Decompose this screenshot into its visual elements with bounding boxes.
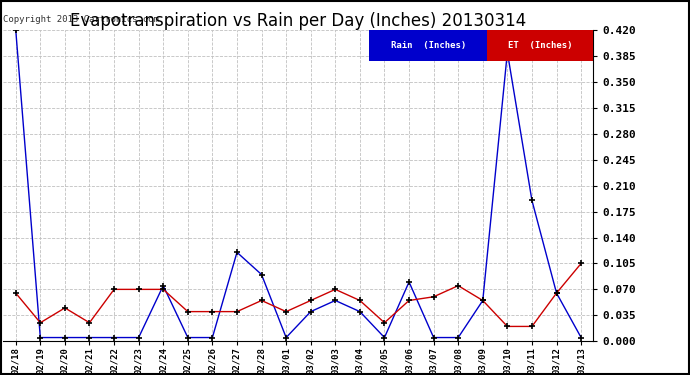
Text: Copyright 2013 Cartronics.com: Copyright 2013 Cartronics.com — [3, 15, 159, 24]
Text: ET  (Inches): ET (Inches) — [508, 41, 573, 50]
Title: Evapotranspiration vs Rain per Day (Inches) 20130314: Evapotranspiration vs Rain per Day (Inch… — [70, 12, 526, 30]
FancyBboxPatch shape — [369, 30, 487, 61]
Text: Rain  (Inches): Rain (Inches) — [391, 41, 466, 50]
FancyBboxPatch shape — [487, 30, 593, 61]
